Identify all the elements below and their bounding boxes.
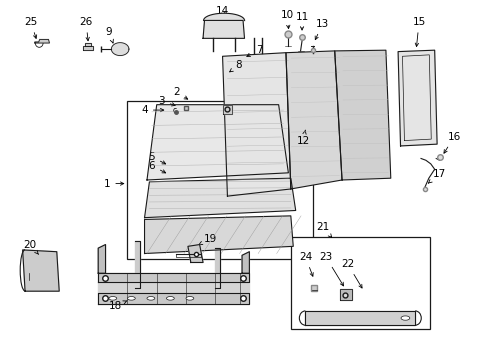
Text: 11: 11 <box>295 12 308 30</box>
Text: 5: 5 <box>148 152 165 164</box>
Text: 25: 25 <box>24 17 38 39</box>
Polygon shape <box>98 244 105 273</box>
Polygon shape <box>35 40 49 43</box>
Polygon shape <box>98 293 249 304</box>
Text: 9: 9 <box>105 27 113 43</box>
Polygon shape <box>98 282 249 293</box>
Text: 12: 12 <box>296 130 309 145</box>
Polygon shape <box>334 50 390 180</box>
Polygon shape <box>82 46 93 50</box>
Text: 13: 13 <box>315 19 328 40</box>
Polygon shape <box>144 178 295 218</box>
Polygon shape <box>305 311 414 325</box>
Text: c: c <box>172 105 176 114</box>
Polygon shape <box>98 273 249 282</box>
Polygon shape <box>222 53 290 196</box>
Text: 8: 8 <box>229 60 242 72</box>
Polygon shape <box>135 241 140 288</box>
Text: 21: 21 <box>315 222 331 237</box>
Polygon shape <box>144 216 293 253</box>
Polygon shape <box>85 43 91 46</box>
Ellipse shape <box>166 297 174 300</box>
Text: 18: 18 <box>108 301 127 311</box>
Text: 17: 17 <box>427 168 445 183</box>
Polygon shape <box>285 51 341 189</box>
Text: 15: 15 <box>411 17 425 46</box>
Text: 7: 7 <box>246 45 262 57</box>
Text: 22: 22 <box>341 259 361 288</box>
Ellipse shape <box>147 297 155 300</box>
Polygon shape <box>215 248 220 288</box>
Text: 19: 19 <box>198 234 217 245</box>
Bar <box>290 237 429 329</box>
Polygon shape <box>397 50 436 146</box>
Bar <box>127 101 312 259</box>
Text: 3: 3 <box>158 96 175 106</box>
Ellipse shape <box>109 297 117 300</box>
Ellipse shape <box>185 297 193 300</box>
Text: 1: 1 <box>103 179 123 189</box>
Text: 6: 6 <box>148 161 165 173</box>
Text: 4: 4 <box>141 105 163 115</box>
Text: 26: 26 <box>79 17 92 41</box>
Ellipse shape <box>400 316 409 320</box>
Text: 23: 23 <box>319 252 343 286</box>
Polygon shape <box>339 289 351 300</box>
Text: 20: 20 <box>23 239 39 255</box>
Polygon shape <box>242 252 249 273</box>
Text: 16: 16 <box>443 132 460 153</box>
Polygon shape <box>111 42 129 55</box>
Text: 24: 24 <box>298 252 313 276</box>
Polygon shape <box>187 244 203 262</box>
Polygon shape <box>203 21 244 39</box>
Text: 14: 14 <box>216 6 229 17</box>
Polygon shape <box>222 105 232 114</box>
Ellipse shape <box>127 297 135 300</box>
Polygon shape <box>147 105 288 180</box>
Text: 10: 10 <box>280 10 293 28</box>
Text: 2: 2 <box>173 87 187 99</box>
Polygon shape <box>22 250 59 291</box>
